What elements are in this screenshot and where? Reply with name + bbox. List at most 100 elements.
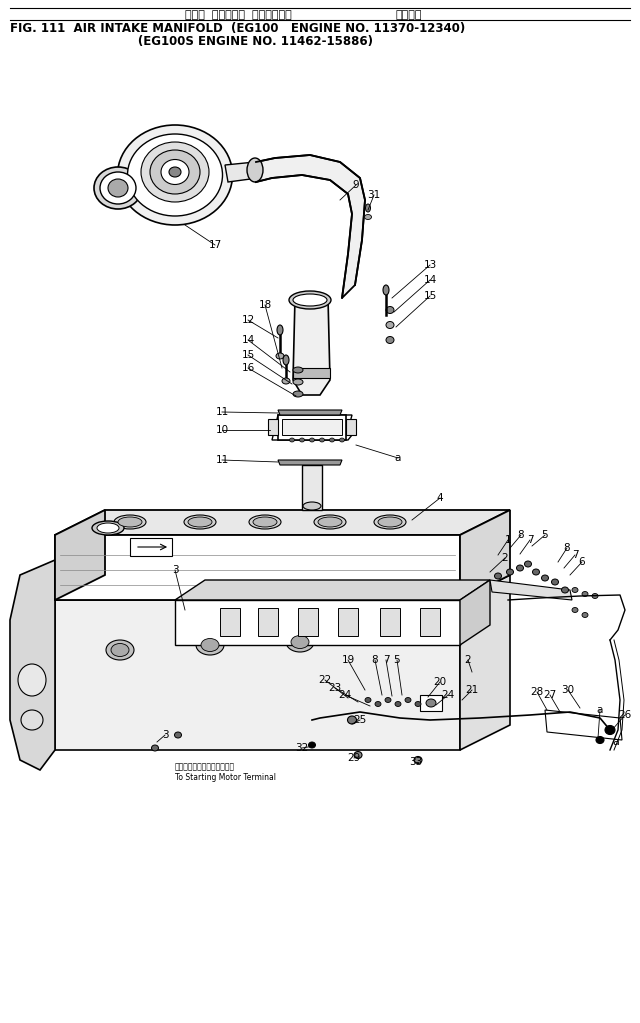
Ellipse shape bbox=[592, 593, 598, 598]
Ellipse shape bbox=[348, 716, 356, 724]
Ellipse shape bbox=[552, 579, 559, 585]
Ellipse shape bbox=[541, 575, 548, 581]
Bar bbox=[302, 465, 322, 510]
Polygon shape bbox=[175, 580, 490, 601]
Text: 14: 14 bbox=[424, 275, 436, 285]
Text: 24: 24 bbox=[442, 690, 454, 700]
Text: 12: 12 bbox=[241, 315, 255, 325]
Text: 33: 33 bbox=[410, 757, 422, 767]
Text: 31: 31 bbox=[367, 190, 381, 201]
Ellipse shape bbox=[150, 150, 200, 194]
Text: 2: 2 bbox=[465, 655, 471, 665]
Text: 7: 7 bbox=[527, 535, 533, 545]
Text: エアー  インテーク  マニホールド: エアー インテーク マニホールド bbox=[185, 10, 292, 20]
Bar bbox=[298, 608, 318, 636]
Ellipse shape bbox=[561, 587, 568, 593]
Bar bbox=[220, 608, 240, 636]
Ellipse shape bbox=[282, 379, 290, 384]
Ellipse shape bbox=[365, 698, 371, 703]
Ellipse shape bbox=[175, 732, 182, 738]
Text: 28: 28 bbox=[531, 687, 543, 697]
Text: 27: 27 bbox=[543, 690, 557, 700]
Ellipse shape bbox=[405, 698, 411, 703]
Ellipse shape bbox=[18, 664, 46, 696]
Ellipse shape bbox=[161, 160, 189, 184]
Polygon shape bbox=[225, 162, 258, 182]
Ellipse shape bbox=[314, 515, 346, 529]
Ellipse shape bbox=[572, 608, 578, 613]
Text: 14: 14 bbox=[241, 335, 255, 345]
Text: 30: 30 bbox=[561, 685, 575, 695]
Ellipse shape bbox=[106, 640, 134, 660]
Ellipse shape bbox=[605, 725, 615, 735]
Polygon shape bbox=[460, 575, 510, 750]
Bar bbox=[293, 368, 330, 379]
Text: 10: 10 bbox=[216, 425, 228, 435]
Polygon shape bbox=[55, 510, 510, 535]
Ellipse shape bbox=[386, 321, 394, 328]
Ellipse shape bbox=[293, 367, 303, 373]
Ellipse shape bbox=[582, 613, 588, 618]
Ellipse shape bbox=[386, 307, 394, 313]
Text: 13: 13 bbox=[424, 260, 436, 270]
Text: 4: 4 bbox=[436, 493, 444, 503]
Bar bbox=[130, 538, 172, 555]
Ellipse shape bbox=[283, 355, 289, 365]
Text: 適用号機: 適用号機 bbox=[395, 10, 422, 20]
Ellipse shape bbox=[289, 438, 294, 442]
Ellipse shape bbox=[375, 702, 381, 707]
Text: 18: 18 bbox=[259, 300, 271, 310]
Ellipse shape bbox=[92, 521, 124, 535]
Ellipse shape bbox=[253, 517, 277, 527]
Text: 19: 19 bbox=[341, 655, 355, 665]
Text: 26: 26 bbox=[618, 710, 632, 720]
Ellipse shape bbox=[516, 565, 524, 571]
Ellipse shape bbox=[532, 569, 540, 575]
Ellipse shape bbox=[196, 635, 224, 655]
Polygon shape bbox=[272, 415, 352, 440]
Bar bbox=[338, 608, 358, 636]
Ellipse shape bbox=[596, 737, 604, 744]
Ellipse shape bbox=[582, 591, 588, 596]
Ellipse shape bbox=[97, 523, 119, 533]
Ellipse shape bbox=[169, 167, 181, 177]
Bar bbox=[282, 419, 342, 435]
Ellipse shape bbox=[383, 285, 389, 295]
Ellipse shape bbox=[378, 517, 402, 527]
Ellipse shape bbox=[141, 142, 209, 202]
Ellipse shape bbox=[94, 167, 142, 209]
Ellipse shape bbox=[118, 125, 232, 225]
Ellipse shape bbox=[310, 438, 314, 442]
Text: a: a bbox=[612, 737, 619, 747]
Ellipse shape bbox=[201, 638, 219, 652]
Text: 2: 2 bbox=[502, 553, 508, 563]
Ellipse shape bbox=[415, 702, 421, 707]
Text: 17: 17 bbox=[209, 240, 221, 250]
Ellipse shape bbox=[276, 353, 284, 359]
Ellipse shape bbox=[385, 698, 391, 703]
Polygon shape bbox=[55, 601, 460, 750]
Ellipse shape bbox=[354, 752, 362, 758]
Ellipse shape bbox=[308, 742, 316, 748]
Ellipse shape bbox=[426, 699, 436, 707]
Polygon shape bbox=[10, 560, 55, 770]
Ellipse shape bbox=[293, 391, 303, 397]
Text: スターティングモータ端子へ: スターティングモータ端子へ bbox=[175, 762, 235, 771]
Bar bbox=[346, 419, 356, 435]
Text: 8: 8 bbox=[372, 655, 378, 665]
Ellipse shape bbox=[374, 515, 406, 529]
Text: a: a bbox=[395, 453, 401, 463]
Ellipse shape bbox=[114, 515, 146, 529]
Text: 29: 29 bbox=[348, 753, 360, 763]
Bar bbox=[278, 415, 346, 440]
Text: To Starting Motor Terminal: To Starting Motor Terminal bbox=[175, 773, 276, 782]
Text: 5: 5 bbox=[541, 530, 548, 540]
Polygon shape bbox=[490, 580, 572, 601]
Text: 23: 23 bbox=[328, 683, 342, 693]
Bar bbox=[420, 695, 442, 711]
Text: 3: 3 bbox=[172, 565, 179, 575]
Text: 8: 8 bbox=[518, 530, 524, 540]
Ellipse shape bbox=[108, 179, 128, 197]
Ellipse shape bbox=[572, 587, 578, 592]
Text: 22: 22 bbox=[318, 675, 332, 685]
